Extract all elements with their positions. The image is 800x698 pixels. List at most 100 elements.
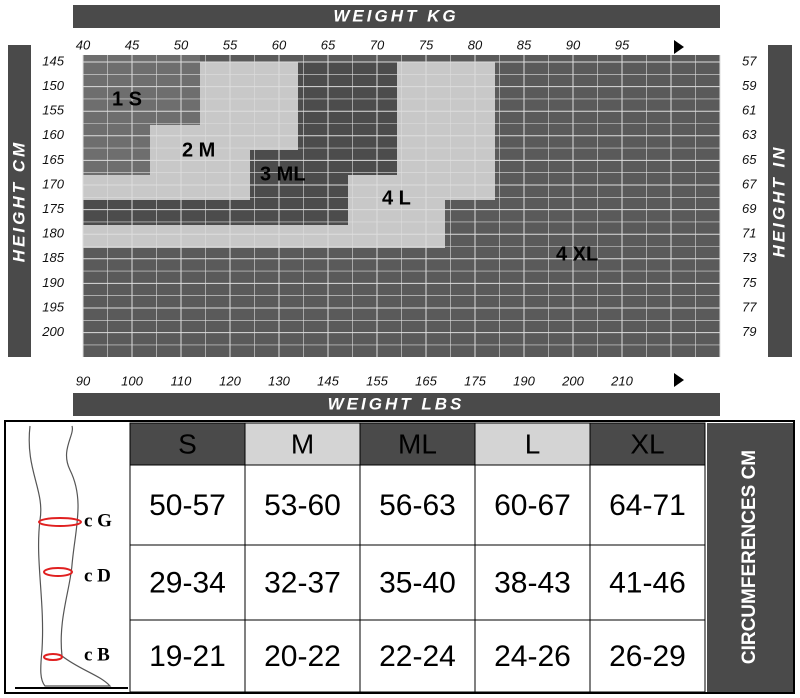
cell-value: 24-26 [494, 640, 571, 673]
cell-value: 26-29 [609, 640, 686, 673]
left-tick-label: 180 [42, 226, 64, 241]
table-cell [589, 464, 706, 546]
table-cell [474, 619, 591, 693]
table-cell [129, 544, 246, 621]
row-label: c B [84, 644, 110, 665]
left-tick-label: 145 [42, 53, 64, 68]
row-label: c D [84, 565, 111, 586]
arrow [674, 373, 684, 387]
header-cell [129, 422, 246, 466]
cell-value: 64-71 [609, 489, 686, 522]
table-cell [244, 544, 361, 621]
region-label: 1 S [112, 88, 142, 110]
bottom-tick-label: 165 [415, 373, 437, 388]
left-tick-label: 155 [42, 103, 64, 118]
table-cell [359, 544, 476, 621]
cell-value: 50-57 [149, 489, 226, 522]
table-cell [129, 619, 246, 693]
top-tick-label: 40 [76, 37, 91, 52]
bottom-axis-title: WEIGHT LBS [328, 394, 465, 413]
bottom-tick-label: 175 [464, 373, 486, 388]
cell-value: 20-22 [264, 640, 341, 673]
cell-value: 38-43 [494, 566, 571, 599]
right-tick-label: 59 [742, 78, 756, 93]
region-label: 4 XL [556, 243, 598, 265]
table-border [4, 420, 795, 694]
right-tick-label: 57 [742, 53, 757, 68]
right-tick-label: 79 [742, 324, 756, 339]
right-tick-label: 75 [742, 275, 757, 290]
top-tick-label: 60 [272, 37, 287, 52]
top-tick-label: 65 [321, 37, 336, 52]
top-tick-label: 80 [468, 37, 483, 52]
left-tick-label: 190 [42, 275, 64, 290]
table-cell [474, 544, 591, 621]
cell-value: 56-63 [379, 489, 456, 522]
region-label: 4 L [382, 187, 411, 209]
left-tick-label: 150 [42, 78, 64, 93]
left-tick-label: 160 [42, 127, 64, 142]
top-tick-label: 95 [615, 37, 630, 52]
top-tick-label: 70 [370, 37, 385, 52]
bottom-tick-label: 200 [561, 373, 584, 388]
header-label: ML [398, 428, 437, 459]
cell-value: 32-37 [264, 566, 341, 599]
header-label: XL [630, 428, 664, 459]
bottom-tick-label: 110 [171, 373, 192, 388]
cell-value: 22-24 [379, 640, 456, 673]
cell-value: 41-46 [609, 566, 686, 599]
top-tick-label: 75 [419, 37, 434, 52]
header-cell [474, 422, 591, 466]
bottom-tick-label: 190 [513, 373, 535, 388]
bottom-tick-label: 210 [610, 373, 633, 388]
header-cell [589, 422, 706, 466]
right-banner [768, 45, 792, 357]
region-ml [83, 62, 397, 225]
bottom-tick-label: 155 [366, 373, 388, 388]
cell-value: 53-60 [264, 489, 341, 522]
region-l [83, 62, 495, 248]
left-axis-title: HEIGHT CM [9, 140, 28, 262]
bottom-tick-label: 120 [219, 373, 241, 388]
cell-value: 60-67 [494, 489, 571, 522]
cell-value: 35-40 [379, 566, 456, 599]
top-tick-label: 55 [223, 37, 238, 52]
row-label: c G [84, 510, 112, 531]
left-tick-label: 175 [42, 201, 64, 216]
leg-figure [15, 425, 128, 689]
top-tick-label: 90 [566, 37, 581, 52]
table-cell [129, 464, 246, 546]
header-label: L [525, 428, 541, 459]
cell-value: 29-34 [149, 566, 226, 599]
right-tick-label: 61 [742, 103, 756, 118]
right-tick-label: 65 [742, 152, 757, 167]
cell-value: 19-21 [149, 640, 226, 673]
top-banner [73, 5, 720, 28]
bottom-tick-label: 130 [268, 373, 290, 388]
header-label: S [178, 428, 197, 459]
region-m [83, 62, 298, 200]
side-title: CIRCUMFERENCES CM [739, 450, 760, 664]
header-cell [244, 422, 361, 466]
left-tick-label: 195 [42, 299, 64, 314]
bottom-banner [73, 393, 720, 416]
top-axis-title: WEIGHT KG [333, 6, 458, 25]
left-tick-label: 185 [42, 250, 64, 265]
left-tick-label: 200 [41, 324, 64, 339]
right-tick-label: 67 [742, 176, 757, 191]
region-label: 3 ML [260, 163, 306, 185]
table-cell [359, 464, 476, 546]
right-axis-title: HEIGHT IN [769, 145, 788, 258]
side-banner [707, 423, 793, 692]
region-s [83, 55, 200, 175]
table-cell [589, 544, 706, 621]
table-cell [244, 464, 361, 546]
table-cell [589, 619, 706, 693]
right-tick-label: 69 [742, 201, 756, 216]
left-banner [8, 45, 31, 357]
right-tick-label: 63 [742, 127, 757, 142]
left-tick-label: 165 [42, 152, 64, 167]
arrow [674, 40, 684, 54]
